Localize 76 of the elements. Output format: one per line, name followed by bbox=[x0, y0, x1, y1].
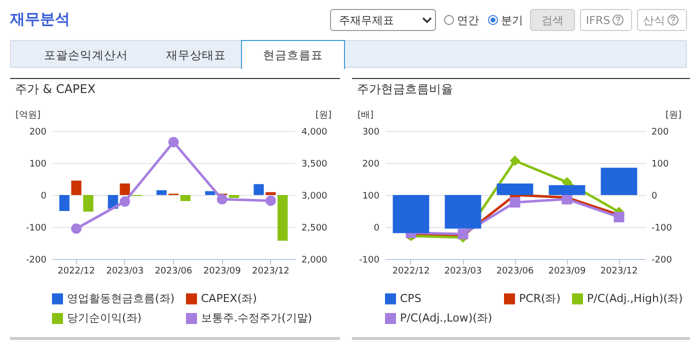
y-axis-title: [억원] bbox=[15, 110, 40, 120]
text: 산식 bbox=[643, 12, 665, 28]
y2-tick-label: 2,500 bbox=[302, 224, 328, 234]
bar bbox=[254, 184, 264, 195]
bar bbox=[83, 195, 94, 212]
legend-label: CPS bbox=[400, 292, 422, 305]
bar bbox=[205, 191, 216, 195]
y2-tick-label: 0 bbox=[652, 192, 658, 202]
x-tick-label: 2022/12 bbox=[58, 266, 95, 276]
y-tick-label: 300 bbox=[362, 128, 380, 138]
bar bbox=[600, 168, 638, 195]
bar bbox=[392, 195, 430, 234]
y2-tick-label: 4,000 bbox=[302, 128, 328, 138]
point bbox=[168, 136, 179, 148]
text: 재무분석 bbox=[10, 10, 70, 29]
x-tick-label: 2023/06 bbox=[496, 266, 534, 276]
y-axis-title: [배] bbox=[357, 110, 374, 120]
bar bbox=[180, 195, 191, 202]
y2-tick-label: -100 bbox=[652, 224, 672, 234]
chart-title: 주가 & CAPEX bbox=[14, 82, 96, 96]
bar bbox=[228, 195, 240, 198]
bar bbox=[59, 195, 70, 211]
x-tick-label: 2023/12 bbox=[600, 266, 638, 276]
legend-label: 보통주.수정주가(기말) bbox=[201, 312, 312, 324]
point bbox=[71, 223, 82, 234]
x-tick-label: 2023/09 bbox=[203, 266, 242, 276]
point bbox=[120, 196, 130, 207]
y2-tick-label: 200 bbox=[652, 128, 669, 138]
y-tick-label: -100 bbox=[359, 256, 380, 266]
y2-tick-label: 3,000 bbox=[302, 192, 328, 202]
y-tick-label: -200 bbox=[26, 256, 47, 266]
y-tick-label: 100 bbox=[362, 192, 380, 202]
bar bbox=[548, 185, 586, 195]
bar bbox=[120, 183, 130, 195]
bar bbox=[278, 195, 288, 241]
legend-label: P/C(Adj.,High)(좌) bbox=[587, 292, 683, 305]
legend-label: P/C(Adj.,Low)(좌) bbox=[400, 312, 492, 324]
y-tick-label: 100 bbox=[29, 160, 47, 170]
legend-label: CAPEX(좌) bbox=[201, 292, 257, 305]
point bbox=[216, 194, 228, 205]
y2-tick-label: 3,500 bbox=[302, 160, 328, 170]
y2-axis-title: [원] bbox=[316, 110, 332, 120]
text: 포괄손익계산서 bbox=[43, 46, 129, 64]
y2-tick-label: -200 bbox=[652, 256, 672, 266]
x-tick-label: 2023/09 bbox=[548, 266, 586, 276]
bar bbox=[266, 192, 276, 195]
text: IFRS bbox=[586, 14, 610, 26]
x-tick-label: 2023/03 bbox=[444, 266, 482, 276]
chart-title: 주가현금흐름비율 bbox=[356, 82, 453, 96]
text: 연간 bbox=[457, 12, 479, 28]
x-tick-label: 2023/06 bbox=[154, 266, 192, 276]
y2-tick-label: 100 bbox=[652, 160, 669, 170]
y-tick-label: -100 bbox=[26, 224, 47, 234]
x-tick-label: 2022/12 bbox=[392, 266, 430, 276]
point bbox=[265, 195, 276, 206]
text: 주재무제표 bbox=[339, 12, 394, 28]
y2-axis-title: [원] bbox=[666, 110, 682, 120]
bar bbox=[156, 190, 167, 195]
bar bbox=[71, 180, 82, 195]
y-tick-label: 200 bbox=[29, 128, 47, 138]
point bbox=[510, 197, 520, 208]
bar bbox=[444, 195, 482, 229]
text: 분기 bbox=[501, 12, 523, 28]
x-tick-label: 2023/12 bbox=[252, 266, 290, 276]
legend-label: 영업활동현금흐름(좌) bbox=[67, 292, 175, 305]
y2-tick-label: 2,000 bbox=[302, 256, 328, 266]
legend-label: 당기순이익(좌) bbox=[67, 312, 142, 324]
y-tick-label: 200 bbox=[362, 160, 380, 170]
y-tick-label: 0 bbox=[40, 192, 47, 202]
x-tick-label: 2023/03 bbox=[106, 266, 144, 276]
legend-label: PCR(좌) bbox=[519, 292, 561, 305]
point bbox=[510, 156, 520, 166]
bar bbox=[496, 183, 534, 195]
text: 재무상태표 bbox=[165, 46, 227, 64]
y-tick-label: 0 bbox=[374, 224, 380, 234]
text: 검색 bbox=[530, 9, 575, 31]
